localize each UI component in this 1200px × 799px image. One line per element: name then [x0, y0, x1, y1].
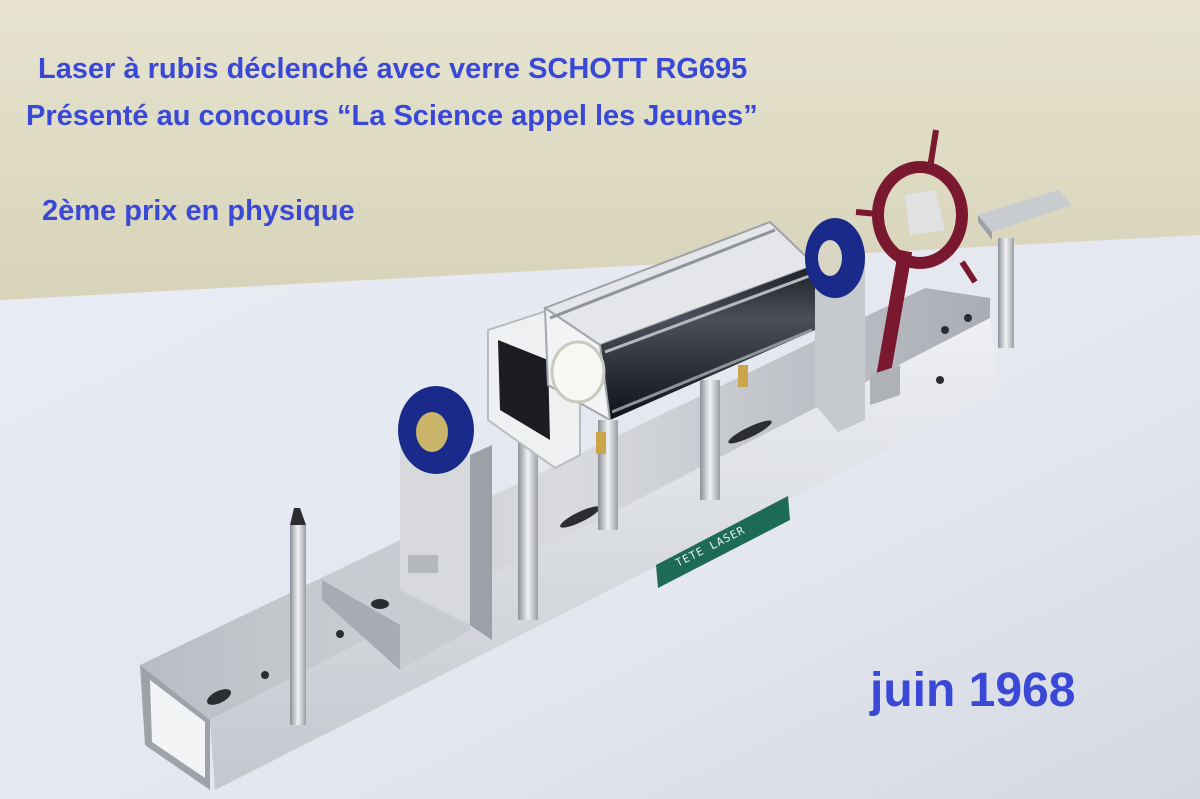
- caption-line-3: 2ème prix en physique: [42, 195, 355, 227]
- target-screen: [978, 190, 1072, 348]
- rear-mirror-mount: [322, 386, 492, 670]
- caption-line-1: Laser à rubis déclenché avec verre SCHOT…: [38, 53, 747, 85]
- date-caption: juin 1968: [869, 664, 1075, 717]
- alignment-rod: [290, 508, 306, 725]
- q-switch-wheel: [855, 129, 978, 405]
- caption-line-2: Présenté au concours “La Science appel l…: [26, 100, 758, 132]
- output-mirror-mount: [805, 218, 865, 432]
